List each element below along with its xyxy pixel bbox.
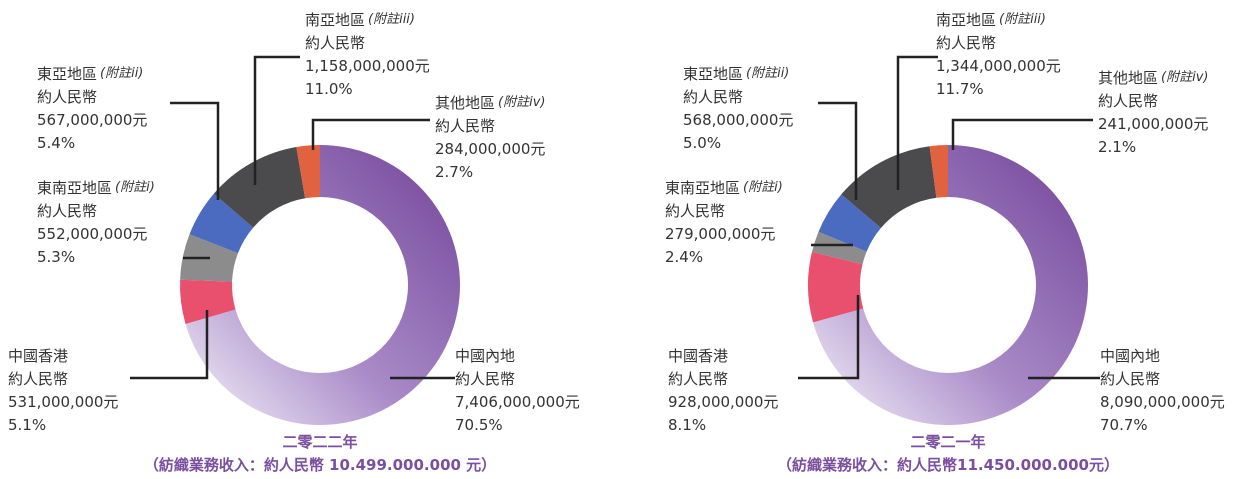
slice	[296, 145, 320, 199]
currency-prefix: 約人民幣	[683, 88, 743, 106]
currency-prefix: 約人民幣	[1098, 92, 1158, 110]
amount: 279,000,000元	[665, 225, 775, 243]
amount: 568,000,000元	[683, 111, 793, 129]
category: 東亞地區	[37, 65, 97, 83]
percent-label: 70.7%	[1100, 416, 1148, 434]
slice	[808, 251, 864, 323]
percent-label: 5.1%	[8, 416, 46, 434]
leader-line	[798, 295, 860, 380]
chart-subtitle: （紡織業務收入：約人民幣 10.499.000.000 元）	[144, 456, 496, 474]
note: (附註i)	[743, 180, 783, 195]
segment-name: 中國香港	[668, 347, 728, 365]
currency-prefix: 約人民幣	[37, 88, 97, 106]
segment-name: 其他地區 (附註iv)	[435, 94, 545, 112]
leader-line	[253, 55, 300, 185]
amount: 8,090,000,000元	[1100, 393, 1225, 411]
leader-line	[170, 101, 220, 200]
currency-prefix: 約人民幣	[305, 34, 365, 52]
amount: 552,000,000元	[37, 225, 147, 243]
slice	[180, 279, 236, 325]
slice	[213, 147, 306, 228]
note: (附註i)	[115, 180, 155, 195]
slice	[841, 146, 937, 229]
percent-label: 2.7%	[435, 163, 473, 181]
segment-name: 東亞地區 (附註ii)	[683, 65, 789, 83]
category: 東南亞地區	[37, 179, 112, 197]
slice	[811, 231, 867, 265]
percent-label: 11.0%	[305, 80, 353, 98]
segment-name: 南亞地區 (附註iii)	[305, 11, 415, 29]
segment-name: 東南亞地區 (附註i)	[37, 179, 155, 197]
category: 東亞地區	[683, 65, 743, 83]
category: 南亞地區	[305, 11, 365, 29]
leader-line	[130, 310, 209, 380]
slice	[818, 194, 881, 252]
percent-label: 5.4%	[37, 134, 75, 152]
note: (附註iii)	[368, 12, 415, 27]
category: 南亞地區	[936, 11, 996, 29]
amount: 531,000,000元	[8, 393, 118, 411]
amount: 567,000,000元	[37, 111, 147, 129]
segment-name: 中國內地	[455, 347, 515, 365]
category: 中國內地	[455, 347, 515, 365]
chart-subtitle: （紡織業務收入：約人民幣11.450.000.000元）	[777, 456, 1119, 474]
segment-name: 中國香港	[8, 347, 68, 365]
percent-label: 8.1%	[668, 416, 706, 434]
leader-line	[951, 118, 1093, 150]
amount: 1,344,000,000元	[936, 57, 1061, 75]
chart-title: 二零二一年	[910, 433, 985, 451]
amount: 7,406,000,000元	[455, 393, 580, 411]
slice	[185, 145, 460, 425]
percent-label: 2.1%	[1098, 138, 1136, 156]
percent-label: 2.4%	[665, 248, 703, 266]
currency-prefix: 約人民幣	[8, 370, 68, 388]
amount: 1,158,000,000元	[305, 57, 430, 75]
segment-name: 中國內地	[1100, 347, 1160, 365]
note: (附註ii)	[100, 66, 143, 81]
category: 中國香港	[668, 347, 728, 365]
segment-name: 東亞地區 (附註ii)	[37, 65, 143, 83]
percent-label: 70.5%	[455, 416, 503, 434]
leader-line	[311, 118, 430, 150]
percent-label: 11.7%	[936, 80, 984, 98]
chart-title: 二零二二年	[282, 433, 357, 451]
slice	[813, 145, 1089, 425]
category: 中國內地	[1100, 347, 1160, 365]
note: (附註ii)	[746, 66, 789, 81]
slice	[929, 145, 948, 198]
percent-label: 5.3%	[37, 248, 75, 266]
amount: 284,000,000元	[435, 140, 545, 158]
currency-prefix: 約人民幣	[37, 202, 97, 220]
amount: 928,000,000元	[668, 393, 778, 411]
percent-label: 5.0%	[683, 134, 721, 152]
segment-name: 南亞地區 (附註iii)	[936, 11, 1046, 29]
currency-prefix: 約人民幣	[936, 34, 996, 52]
category: 其他地區	[435, 94, 495, 112]
segment-name: 其他地區 (附註iv)	[1098, 69, 1208, 87]
category: 中國香港	[8, 347, 68, 365]
slice	[189, 193, 254, 254]
note: (附註iv)	[498, 95, 545, 110]
currency-prefix: 約人民幣	[665, 202, 725, 220]
category: 其他地區	[1098, 69, 1158, 87]
leader-line	[818, 101, 858, 200]
currency-prefix: 約人民幣	[435, 117, 495, 135]
segment-name: 東南亞地區 (附註i)	[665, 179, 783, 197]
leader-line	[896, 55, 938, 190]
amount: 241,000,000元	[1098, 115, 1208, 133]
currency-prefix: 約人民幣	[1100, 370, 1160, 388]
currency-prefix: 約人民幣	[668, 370, 728, 388]
note: (附註iii)	[999, 12, 1046, 27]
currency-prefix: 約人民幣	[455, 370, 515, 388]
note: (附註iv)	[1161, 70, 1208, 85]
category: 東南亞地區	[665, 179, 740, 197]
